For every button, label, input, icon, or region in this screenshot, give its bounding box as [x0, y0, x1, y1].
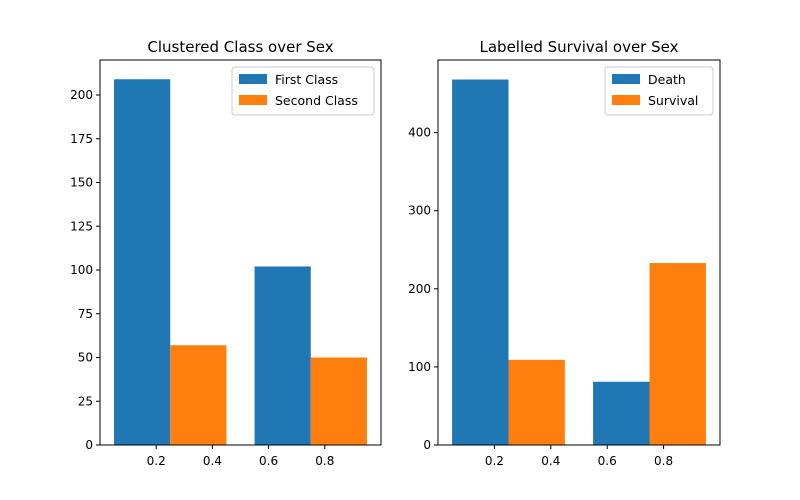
y-tick-label: 100	[408, 360, 431, 374]
legend-box	[231, 66, 375, 116]
legend-label: First Class	[275, 72, 338, 87]
bar-death-2	[593, 381, 650, 445]
y-tick-label: 50	[78, 351, 93, 365]
y-tick-label: 150	[70, 176, 93, 190]
y-tick-label: 100	[70, 263, 93, 277]
chart-title: Clustered Class over Sex	[147, 38, 333, 56]
legend-label: Death	[648, 72, 686, 87]
x-tick-label: 0.8	[654, 454, 673, 468]
chart-1: 0 25 50 75 100 125 150 175 200 0.2 0.4 0.6 0.8 Cluste…	[70, 38, 382, 468]
x-tick-label: 0.4	[203, 454, 222, 468]
x-tick-label: 0.4	[541, 454, 560, 468]
legend-label: Second Class	[275, 93, 358, 108]
axes-frame	[99, 59, 382, 446]
y-tick-label: 200	[70, 88, 93, 102]
axes-frame	[437, 59, 721, 446]
legend-swatch	[239, 74, 267, 84]
chart-title: Labelled Survival over Sex	[480, 38, 679, 56]
y-tick-label: 0	[85, 438, 93, 452]
bar-survival-1	[508, 359, 565, 445]
legend-swatch	[612, 74, 640, 84]
bar-survival-2	[649, 263, 706, 445]
legend-swatch	[612, 95, 640, 105]
legend-swatch	[239, 95, 267, 105]
y-tick-label: 125	[70, 219, 93, 233]
x-tick-label: 0.6	[259, 454, 278, 468]
x-tick-label: 0.8	[315, 454, 334, 468]
y-tick-label: 75	[78, 307, 93, 321]
y-tick-label: 25	[78, 394, 93, 408]
bar-death-1	[452, 79, 509, 446]
y-tick-label: 0	[423, 438, 431, 452]
y-tick-label: 200	[408, 282, 431, 296]
bar-first-class-2	[254, 266, 311, 445]
y-tick-label: 300	[408, 204, 431, 218]
bar-second-class-2	[310, 357, 367, 445]
y-tick-label: 400	[408, 126, 431, 140]
x-tick-label: 0.2	[485, 454, 504, 468]
x-tick-label: 0.6	[598, 454, 617, 468]
y-tick-label: 175	[70, 132, 93, 146]
bar-second-class-1	[170, 345, 227, 445]
x-tick-label: 0.2	[147, 454, 166, 468]
legend-label: Survival	[648, 93, 698, 108]
chart-2: 0 100 200 300 400 0.2 0.4 0.6 0.8 Labelled Surviv…	[408, 38, 721, 468]
bar-first-class-1	[114, 79, 171, 445]
